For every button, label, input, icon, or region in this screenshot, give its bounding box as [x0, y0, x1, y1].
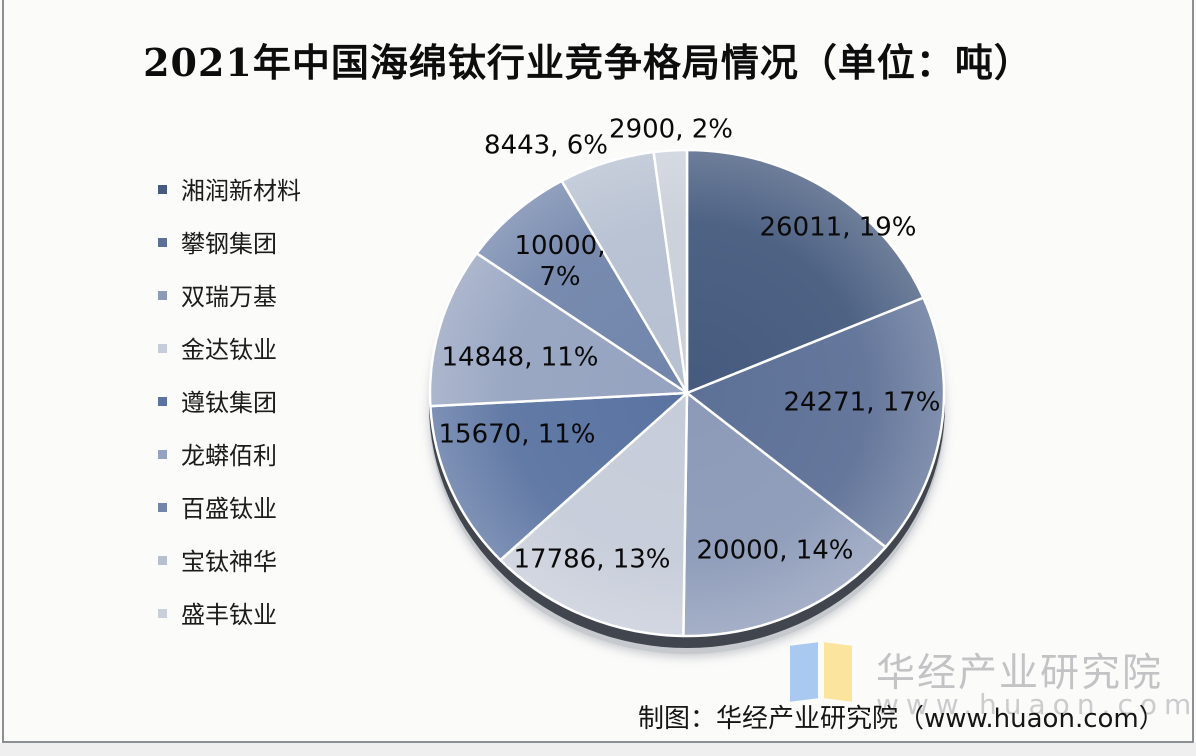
legend-label: 双瑞万基: [181, 283, 277, 311]
legend-marker-icon: [158, 185, 167, 194]
legend-label: 攀钢集团: [181, 230, 277, 258]
legend-marker-icon: [158, 238, 167, 247]
legend-marker-icon: [158, 291, 167, 300]
chart-title: 2021年中国海绵钛行业竞争格局情况（单位：吨）: [143, 40, 1033, 85]
book-right-page: [824, 642, 852, 702]
legend-item: 金达钛业: [158, 321, 301, 374]
legend-label: 遵钛集团: [181, 389, 277, 417]
legend-label: 湘润新材料: [181, 177, 301, 205]
legend-marker-icon: [158, 344, 167, 353]
bottom-strip: [0, 743, 1196, 756]
legend-item: 遵钛集团: [158, 374, 301, 427]
legend-label: 宝钛神华: [181, 548, 277, 576]
legend-marker-icon: [158, 450, 167, 459]
legend-item: 宝钛神华: [158, 533, 301, 586]
legend-label: 盛丰钛业: [181, 601, 277, 629]
legend-marker-icon: [158, 556, 167, 565]
legend-item: 盛丰钛业: [158, 586, 301, 639]
legend-label: 龙蟒佰利: [181, 442, 277, 470]
legend-item: 龙蟒佰利: [158, 427, 301, 480]
footer-caption: 制图：华经产业研究院（www.huaon.com）: [638, 704, 1165, 734]
watermark-url: www.huaon.com: [876, 688, 1196, 721]
watermark-name: 华经产业研究院: [876, 651, 1164, 696]
legend-item: 攀钢集团: [158, 215, 301, 268]
legend-item: 双瑞万基: [158, 268, 301, 321]
huaon-book-logo-icon: [788, 640, 858, 704]
legend-label: 百盛钛业: [181, 495, 277, 523]
pie-sheen: [430, 150, 944, 636]
legend: 湘润新材料攀钢集团双瑞万基金达钛业遵钛集团龙蟒佰利百盛钛业宝钛神华盛丰钛业: [158, 162, 301, 639]
legend-item: 湘润新材料: [158, 162, 301, 215]
watermark: 华经产业研究院 www.huaon.com: [788, 640, 1191, 721]
legend-marker-icon: [158, 503, 167, 512]
book-left-page: [790, 642, 818, 702]
legend-marker-icon: [158, 609, 167, 618]
legend-label: 金达钛业: [181, 336, 277, 364]
legend-item: 百盛钛业: [158, 480, 301, 533]
legend-marker-icon: [158, 397, 167, 406]
